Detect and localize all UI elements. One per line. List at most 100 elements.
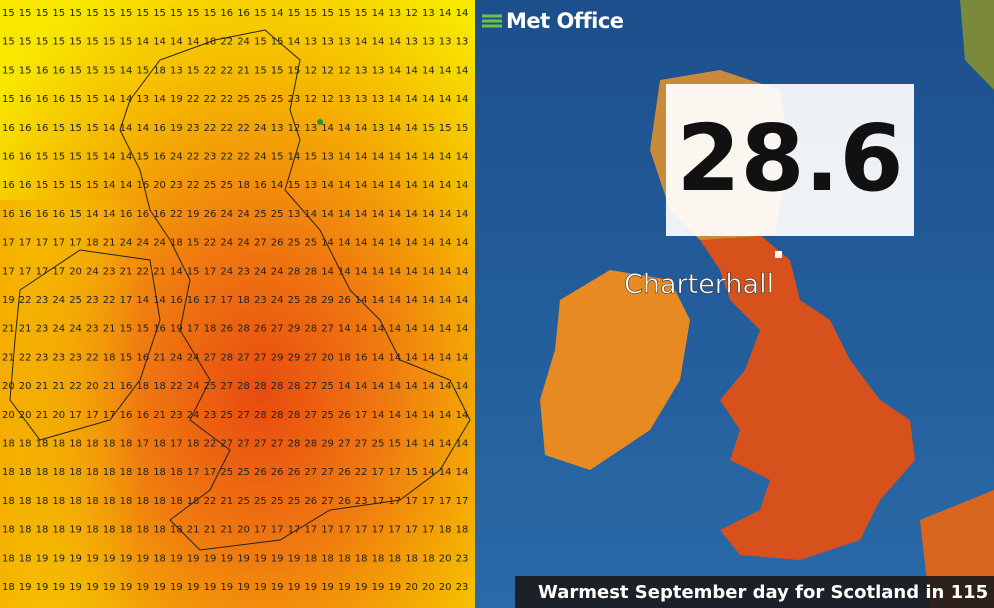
grid-value: 18	[204, 324, 217, 335]
grid-value: 14	[355, 209, 368, 220]
grid-value: 28	[271, 381, 284, 392]
grid-value: 16	[120, 209, 133, 220]
grid-value: 14	[338, 266, 351, 277]
grid-value: 23	[36, 324, 49, 335]
grid-value: 19	[237, 582, 250, 593]
grid-value: 18	[405, 553, 418, 564]
grid-value: 17	[456, 496, 469, 507]
grid-value: 17	[388, 525, 401, 536]
grid-value: 21	[120, 266, 133, 277]
grid-value: 28	[220, 352, 233, 363]
grid-value: 15	[52, 123, 65, 134]
grid-value: 26	[338, 410, 351, 421]
grid-value: 18	[19, 553, 32, 564]
grid-value: 16	[237, 8, 250, 19]
grid-value: 22	[220, 94, 233, 105]
grid-value: 26	[288, 467, 301, 478]
grid-value: 22	[220, 123, 233, 134]
grid-value: 17	[405, 496, 418, 507]
grid-value: 18	[2, 467, 15, 478]
grid-value: 15	[170, 8, 183, 19]
grid-value: 14	[422, 266, 435, 277]
grid-value: 15	[86, 180, 99, 191]
grid-value: 14	[120, 65, 133, 76]
grid-value: 15	[388, 439, 401, 450]
grid-value: 22	[220, 65, 233, 76]
grid-value: 17	[355, 410, 368, 421]
grid-value: 14	[405, 65, 418, 76]
grid-value: 14	[372, 180, 385, 191]
grid-value: 22	[204, 238, 217, 249]
grid-value: 23	[187, 123, 200, 134]
grid-value: 19	[52, 582, 65, 593]
grid-value: 12	[338, 65, 351, 76]
grid-value: 17	[19, 266, 32, 277]
grid-value: 15	[304, 152, 317, 163]
grid-value: 14	[405, 266, 418, 277]
grid-value: 14	[405, 352, 418, 363]
grid-value: 16	[136, 410, 149, 421]
grid-value: 16	[52, 94, 65, 105]
grid-value: 15	[69, 152, 82, 163]
grid-value: 19	[321, 582, 334, 593]
grid-value: 22	[19, 295, 32, 306]
caption: Warmest September day for Scotland in 11…	[538, 582, 994, 603]
grid-value: 23	[288, 94, 301, 105]
grid-value: 14	[422, 467, 435, 478]
grid-value: 16	[170, 295, 183, 306]
grid-value: 14	[422, 65, 435, 76]
grid-value: 14	[120, 180, 133, 191]
grid-value: 16	[19, 123, 32, 134]
grid-value: 24	[187, 381, 200, 392]
grid-value: 17	[86, 410, 99, 421]
grid-value: 14	[439, 410, 452, 421]
grid-value: 16	[120, 381, 133, 392]
grid-value: 26	[338, 496, 351, 507]
grid-value: 19	[304, 582, 317, 593]
grid-value: 23	[36, 295, 49, 306]
grid-value: 14	[405, 94, 418, 105]
grid-value: 21	[103, 381, 116, 392]
grid-value: 21	[153, 352, 166, 363]
grid-value: 22	[220, 37, 233, 48]
grid-value: 14	[355, 152, 368, 163]
grid-value: 14	[136, 37, 149, 48]
grid-value: 19	[170, 582, 183, 593]
grid-value: 26	[204, 209, 217, 220]
grid-value: 18	[153, 553, 166, 564]
grid-value: 17	[120, 295, 133, 306]
grid-value: 18	[120, 439, 133, 450]
logo-text: Met Office	[506, 9, 624, 33]
grid-value: 14	[405, 238, 418, 249]
grid-value: 28	[304, 295, 317, 306]
grid-value: 14	[456, 381, 469, 392]
grid-value: 24	[237, 37, 250, 48]
grid-value: 14	[456, 295, 469, 306]
grid-value: 19	[170, 324, 183, 335]
grid-value: 14	[439, 352, 452, 363]
grid-value: 18	[237, 180, 250, 191]
grid-value: 18	[304, 553, 317, 564]
grid-value: 14	[355, 238, 368, 249]
grid-value: 15	[69, 37, 82, 48]
grid-value: 17	[254, 525, 267, 536]
grid-value: 15	[288, 8, 301, 19]
grid-value: 19	[372, 582, 385, 593]
grid-value: 18	[153, 381, 166, 392]
grid-value: 18	[439, 525, 452, 536]
grid-value: 14	[338, 209, 351, 220]
grid-value: 17	[204, 266, 217, 277]
grid-value: 14	[338, 152, 351, 163]
grid-value: 18	[52, 439, 65, 450]
grid-value: 15	[254, 65, 267, 76]
grid-value: 14	[372, 37, 385, 48]
grid-value: 21	[204, 525, 217, 536]
grid-value: 16	[36, 123, 49, 134]
grid-value: 12	[405, 8, 418, 19]
grid-value: 14	[388, 123, 401, 134]
grid-value: 18	[19, 525, 32, 536]
grid-value: 14	[321, 209, 334, 220]
grid-value: 15	[338, 8, 351, 19]
grid-value: 26	[271, 467, 284, 478]
grid-value: 24	[254, 266, 267, 277]
